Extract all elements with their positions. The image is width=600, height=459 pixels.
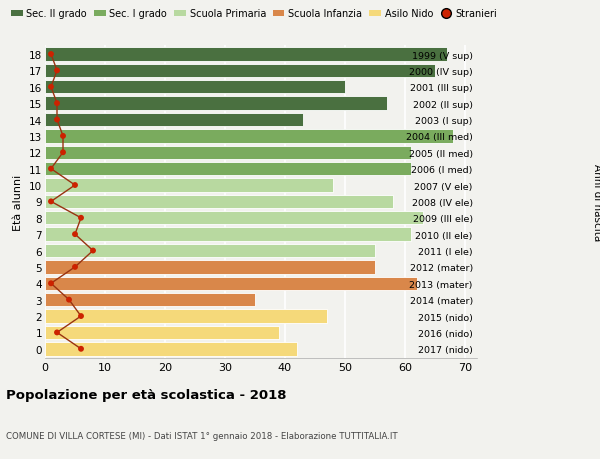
Point <box>70 263 80 271</box>
Point <box>58 149 68 157</box>
Point <box>52 329 62 336</box>
Bar <box>45 310 327 323</box>
Bar <box>45 277 417 291</box>
Y-axis label: Età alunni: Età alunni <box>13 174 23 230</box>
Bar <box>45 65 435 78</box>
Bar <box>45 195 393 209</box>
Point <box>70 231 80 238</box>
Bar <box>45 293 255 307</box>
Point <box>52 67 62 75</box>
Point <box>52 100 62 107</box>
Text: Anni di nascita: Anni di nascita <box>592 163 600 241</box>
Point <box>76 345 86 353</box>
Point <box>46 166 56 173</box>
Bar <box>45 261 375 274</box>
Bar <box>45 113 303 127</box>
Bar <box>45 244 375 257</box>
Point <box>46 198 56 206</box>
Bar <box>45 326 279 339</box>
Legend: Sec. II grado, Sec. I grado, Scuola Primaria, Scuola Infanzia, Asilo Nido, Stran: Sec. II grado, Sec. I grado, Scuola Prim… <box>11 10 497 19</box>
Bar <box>45 48 447 62</box>
Bar <box>45 130 453 143</box>
Point <box>70 182 80 189</box>
Bar <box>45 81 345 94</box>
Bar <box>45 212 423 225</box>
Point <box>46 280 56 287</box>
Text: COMUNE DI VILLA CORTESE (MI) - Dati ISTAT 1° gennaio 2018 - Elaborazione TUTTITA: COMUNE DI VILLA CORTESE (MI) - Dati ISTA… <box>6 431 398 441</box>
Bar <box>45 97 387 111</box>
Bar <box>45 342 297 356</box>
Point <box>76 313 86 320</box>
Point <box>88 247 98 255</box>
Point <box>58 133 68 140</box>
Bar <box>45 179 333 192</box>
Point <box>46 51 56 59</box>
Text: Popolazione per età scolastica - 2018: Popolazione per età scolastica - 2018 <box>6 388 287 401</box>
Point <box>46 84 56 91</box>
Bar <box>45 162 411 176</box>
Point <box>52 117 62 124</box>
Point <box>64 297 74 304</box>
Point <box>76 215 86 222</box>
Bar <box>45 146 411 160</box>
Bar <box>45 228 411 241</box>
